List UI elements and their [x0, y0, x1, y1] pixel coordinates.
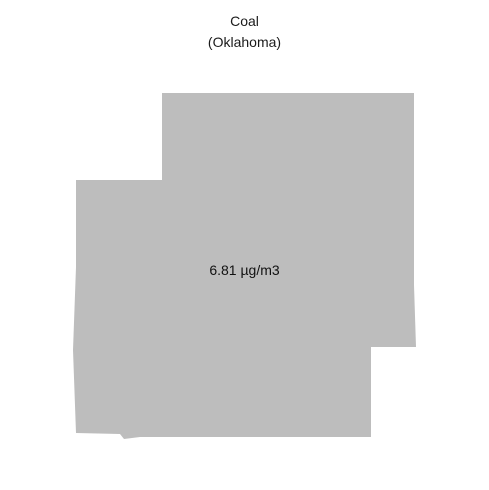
- title-block: Coal (Oklahoma): [0, 11, 489, 53]
- region-value-label: 6.81 µg/m3: [209, 262, 280, 278]
- region-shape: [73, 93, 416, 439]
- map-title: Coal: [230, 13, 259, 29]
- map-subtitle: (Oklahoma): [207, 34, 282, 50]
